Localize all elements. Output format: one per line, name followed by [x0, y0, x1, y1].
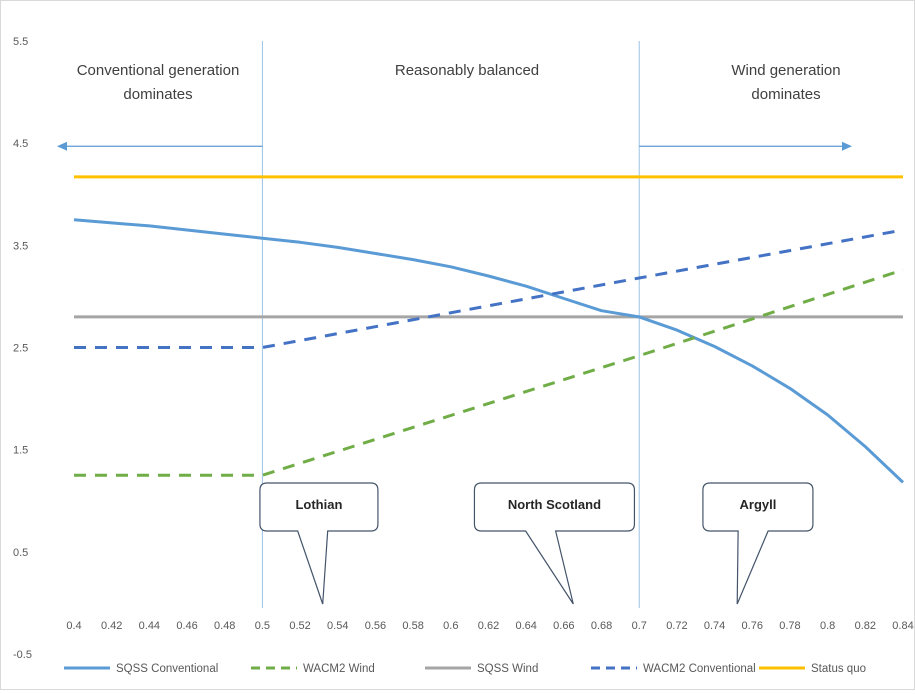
x-tick-label: 0.64 — [515, 620, 536, 632]
x-tick-label: 0.84 — [892, 620, 913, 632]
x-tick-label: 0.74 — [704, 620, 725, 632]
legend-item-label: SQSS Wind — [477, 663, 538, 675]
legend-item-label: Status quo — [811, 663, 866, 675]
x-tick-label: 0.7 — [632, 620, 647, 632]
region-label-3-line2: dominates — [751, 86, 820, 103]
callout-label-argyll: Argyll — [740, 497, 777, 512]
x-tick-label: 0.44 — [139, 620, 160, 632]
y-tick-label: -0.5 — [13, 649, 32, 661]
x-tick-label: 0.62 — [478, 620, 499, 632]
x-tick-label: 0.76 — [742, 620, 763, 632]
y-tick-label: 4.5 — [13, 138, 28, 150]
region-label-1-line1: Conventional generation — [77, 62, 240, 79]
region-label-3-line1: Wind generation — [731, 62, 840, 79]
x-tick-label: 0.68 — [591, 620, 612, 632]
callout-north-scotland — [473, 482, 636, 605]
x-tick-label: 0.58 — [402, 620, 423, 632]
x-tick-label: 0.54 — [327, 620, 348, 632]
x-tick-label: 0.42 — [101, 620, 122, 632]
x-tick-label: 0.48 — [214, 620, 235, 632]
x-tick-label: 0.46 — [176, 620, 197, 632]
legend-item-label: WACM2 Conventional — [643, 663, 756, 675]
x-tick-label: 0.56 — [365, 620, 386, 632]
x-tick-label: 0.8 — [820, 620, 835, 632]
callout-lothian — [259, 482, 379, 605]
y-tick-label: 2.5 — [13, 343, 28, 355]
x-tick-label: 0.72 — [666, 620, 687, 632]
arrow-left-head — [57, 141, 67, 151]
x-tick-label: 0.52 — [289, 620, 310, 632]
legend-item-label: SQSS Conventional — [116, 663, 218, 675]
x-tick-label: 0.4 — [66, 620, 81, 632]
region-label-2-line1: Reasonably balanced — [395, 62, 539, 79]
x-tick-label: 0.82 — [855, 620, 876, 632]
region-label-1-line2: dominates — [123, 86, 192, 103]
series-line-sqss-conventional — [73, 218, 905, 484]
y-tick-label: 3.5 — [13, 240, 28, 252]
legend-item-label: WACM2 Wind — [303, 663, 375, 675]
y-tick-label: 1.5 — [13, 445, 28, 457]
series-line-wacm2-wind — [74, 268, 904, 477]
y-tick-label: 5.5 — [13, 36, 28, 48]
series-line-wacm2-conventional — [74, 228, 904, 349]
x-tick-label: 0.78 — [779, 620, 800, 632]
x-tick-label: 0.6 — [443, 620, 458, 632]
callout-argyll — [702, 482, 814, 605]
arrow-right-head — [842, 141, 852, 151]
x-tick-label: 0.66 — [553, 620, 574, 632]
callout-label-north-scotland: North Scotland — [508, 497, 601, 512]
y-tick-label: 0.5 — [13, 547, 28, 559]
x-tick-label: 0.5 — [255, 620, 270, 632]
callout-label-lothian: Lothian — [295, 497, 342, 512]
